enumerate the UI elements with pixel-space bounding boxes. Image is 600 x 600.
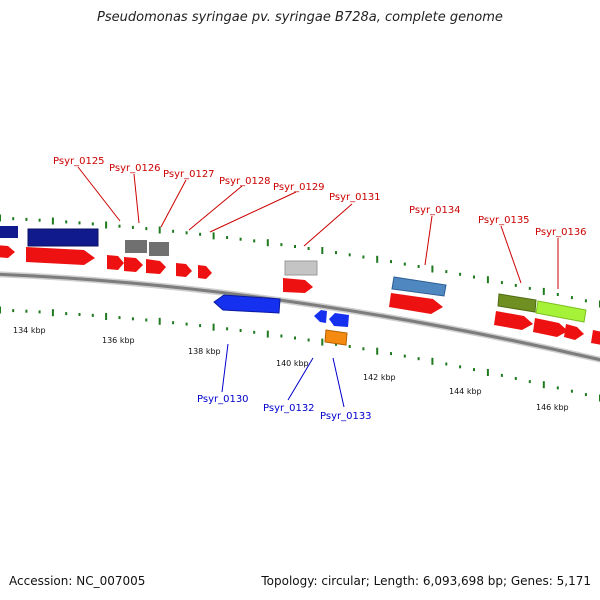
- feature-track-reverse: [213, 294, 349, 346]
- leader-line: [77, 166, 121, 222]
- cds-arrow-reverse[interactable]: [213, 294, 281, 314]
- cds-arrow-reverse[interactable]: [329, 313, 349, 327]
- leader-line: [287, 357, 314, 401]
- feature-block[interactable]: [149, 242, 169, 256]
- gene-labels-top: [77, 166, 559, 289]
- tick-ring-lower: [0, 306, 600, 402]
- gene-label[interactable]: Psyr_0130: [197, 394, 249, 405]
- leader-line: [160, 179, 187, 228]
- cds-arrow[interactable]: [146, 259, 166, 274]
- leader-line: [133, 173, 140, 224]
- scale-label: 144 kbp: [449, 387, 482, 396]
- leader-line: [500, 225, 522, 284]
- cds-arrow[interactable]: [564, 324, 584, 340]
- cds-arrow-reverse[interactable]: [314, 310, 327, 323]
- gene-label-text-top: Psyr_0125 Psyr_0126 Psyr_0127 Psyr_0128 …: [53, 156, 587, 238]
- gene-label[interactable]: Psyr_0125: [53, 156, 105, 167]
- gene-label[interactable]: Psyr_0126: [109, 163, 161, 174]
- tick-ring-upper: [0, 214, 600, 308]
- feature-block[interactable]: [391, 276, 447, 297]
- cds-arrow[interactable]: [494, 311, 533, 330]
- cds-arrow[interactable]: [0, 245, 15, 258]
- leader-line: [209, 191, 297, 233]
- feature-block[interactable]: [324, 329, 348, 346]
- feature-block[interactable]: [284, 260, 318, 276]
- cds-arrow[interactable]: [124, 257, 143, 272]
- gene-labels-bottom: [221, 343, 345, 408]
- scale-label: 140 kbp: [276, 359, 309, 368]
- scale-label: 138 kbp: [188, 347, 221, 356]
- cds-arrow[interactable]: [26, 247, 95, 265]
- feature-track-outer: [0, 226, 587, 323]
- leader-line: [188, 185, 243, 231]
- cds-arrow[interactable]: [176, 263, 192, 277]
- gene-label-text-bottom: Psyr_0130 Psyr_0132 Psyr_0133: [197, 394, 372, 422]
- cds-arrow[interactable]: [198, 265, 212, 279]
- leader-line: [332, 357, 345, 408]
- gene-label[interactable]: Psyr_0136: [535, 227, 587, 238]
- cds-arrow[interactable]: [591, 330, 600, 345]
- gene-label[interactable]: Psyr_0129: [273, 182, 325, 193]
- scale-label: 142 kbp: [363, 373, 396, 382]
- leader-line: [221, 343, 229, 393]
- feature-block[interactable]: [27, 228, 99, 247]
- gene-label[interactable]: Psyr_0127: [163, 169, 215, 180]
- gene-label[interactable]: Psyr_0135: [478, 215, 530, 226]
- scale-label: 134 kbp: [13, 326, 46, 335]
- scale-label: 136 kbp: [102, 336, 135, 345]
- feature-block[interactable]: [497, 293, 537, 313]
- feature-block[interactable]: [0, 226, 18, 238]
- gene-label[interactable]: Psyr_0133: [320, 411, 372, 422]
- cds-arrow[interactable]: [283, 278, 313, 293]
- gene-label[interactable]: Psyr_0128: [219, 176, 271, 187]
- backbone-ring-core: [0, 272, 600, 362]
- leader-line: [303, 203, 353, 247]
- scale-label: 146 kbp: [536, 403, 569, 412]
- cds-arrow[interactable]: [389, 293, 443, 314]
- cds-arrow[interactable]: [533, 318, 568, 337]
- leader-line: [424, 215, 433, 266]
- genome-summary-text: Topology: circular; Length: 6,093,698 bp…: [261, 574, 591, 588]
- accession-text: Accession: NC_007005: [9, 574, 146, 588]
- gene-label[interactable]: Psyr_0134: [409, 205, 461, 216]
- scale-labels: 134 kbp 136 kbp 138 kbp 140 kbp 142 kbp …: [13, 326, 569, 412]
- map-title: Pseudomonas syringae pv. syringae B728a,…: [97, 10, 503, 25]
- gene-label[interactable]: Psyr_0131: [329, 192, 381, 203]
- gene-label[interactable]: Psyr_0132: [263, 403, 315, 414]
- feature-track-cds-forward: [0, 245, 600, 345]
- feature-block[interactable]: [535, 300, 587, 323]
- cds-arrow[interactable]: [107, 255, 124, 270]
- feature-block[interactable]: [125, 240, 147, 253]
